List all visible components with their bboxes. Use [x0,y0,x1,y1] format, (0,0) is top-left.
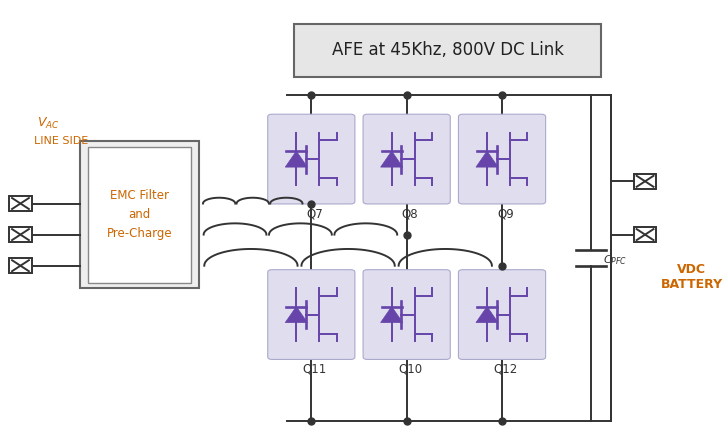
Polygon shape [476,151,498,167]
Text: $C_{PFC}$: $C_{PFC}$ [603,253,628,267]
FancyBboxPatch shape [88,147,191,283]
FancyBboxPatch shape [9,196,32,211]
Text: Q12: Q12 [494,363,518,375]
FancyBboxPatch shape [9,258,32,273]
Polygon shape [285,151,307,167]
Text: Q7: Q7 [306,207,323,220]
FancyBboxPatch shape [363,270,450,359]
Polygon shape [381,307,403,323]
FancyBboxPatch shape [634,227,657,242]
FancyBboxPatch shape [268,114,355,204]
Text: Q9: Q9 [497,207,514,220]
Text: Q11: Q11 [303,363,327,375]
Text: LINE SIDE: LINE SIDE [34,136,88,146]
Polygon shape [381,151,403,167]
FancyBboxPatch shape [268,270,355,359]
Text: AFE at 45Khz, 800V DC Link: AFE at 45Khz, 800V DC Link [331,41,563,59]
FancyBboxPatch shape [294,24,601,77]
Text: Q8: Q8 [402,207,419,220]
FancyBboxPatch shape [634,174,657,189]
FancyBboxPatch shape [363,114,450,204]
FancyBboxPatch shape [9,227,32,242]
Text: $V_{AC}$: $V_{AC}$ [37,116,60,131]
FancyBboxPatch shape [459,114,545,204]
Polygon shape [285,307,307,323]
Text: VDC
BATTERY: VDC BATTERY [661,263,723,291]
Text: EMC Filter
and
Pre-Charge: EMC Filter and Pre-Charge [106,189,172,240]
FancyBboxPatch shape [459,270,545,359]
Text: Q10: Q10 [398,363,422,375]
Polygon shape [476,307,498,323]
FancyBboxPatch shape [80,141,199,288]
